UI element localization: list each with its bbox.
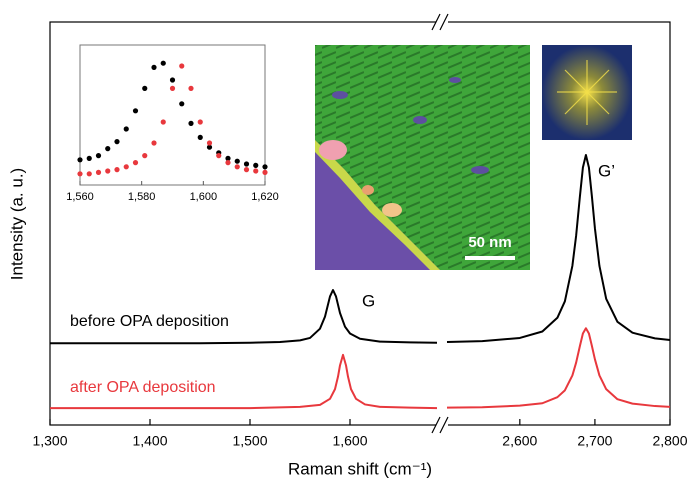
inset-point: [262, 169, 268, 175]
inset-point: [225, 155, 231, 161]
x-tick-label: 2,700: [577, 433, 612, 449]
inset-point: [234, 158, 240, 164]
inset-x-tick-label: 1,560: [66, 191, 94, 203]
inset-point: [86, 155, 92, 161]
inset-point: [188, 120, 194, 126]
inset-point: [86, 171, 92, 177]
spectrum-line: [50, 353, 438, 410]
inset-point: [123, 126, 129, 132]
inset-point: [105, 168, 111, 174]
inset-point: [151, 64, 157, 70]
inset-point: [142, 153, 148, 159]
plot-frame: [49, 21, 671, 426]
inset-point: [243, 167, 250, 173]
inset-x-tick-label: 1,580: [128, 191, 156, 203]
inset-point: [243, 161, 250, 167]
x-tick-label: 2,800: [652, 433, 687, 449]
spectrum-line: [446, 153, 671, 343]
inset-point: [197, 119, 203, 125]
inset-point: [105, 146, 111, 152]
series-label: before OPA deposition: [70, 313, 229, 330]
inset-point: [160, 60, 166, 66]
x-tick-label: 1,300: [32, 433, 67, 449]
inset-point: [206, 144, 213, 150]
break-gap: [436, 417, 448, 433]
inset-point: [95, 153, 102, 159]
spectrum-line: [50, 289, 438, 345]
spectrum-line: [446, 327, 671, 409]
x-tick-label: 1,500: [232, 433, 267, 449]
inset-point: [179, 101, 185, 107]
peak-label: G: [362, 291, 375, 310]
inset-point: [151, 140, 157, 146]
inset-point: [253, 162, 259, 168]
inset-point: [262, 164, 268, 170]
inset-x-tick-label: 1,600: [190, 191, 218, 203]
peak-label: G’: [598, 161, 615, 180]
inset-point: [234, 164, 240, 170]
y-axis-label: Intensity (a. u.): [7, 168, 26, 280]
x-tick-label: 2,600: [502, 433, 537, 449]
inset-point: [225, 160, 231, 166]
inset-point: [197, 134, 203, 140]
inset-point: [169, 77, 176, 83]
inset-point: [169, 85, 176, 91]
inset-point: [123, 164, 129, 170]
afm-image: 50 nm: [315, 45, 530, 270]
inset-point: [132, 160, 139, 166]
series-label: after OPA deposition: [70, 379, 216, 396]
inset-point: [206, 140, 213, 146]
inset-point: [95, 169, 102, 175]
inset-point: [160, 119, 166, 125]
inset-point: [77, 157, 83, 163]
fft-image: [542, 45, 632, 140]
inset-point: [77, 171, 83, 177]
inset-point: [132, 108, 139, 114]
inset-x-tick-label: 1,620: [251, 191, 279, 203]
inset-point: [114, 139, 120, 145]
inset-point: [253, 168, 259, 174]
x-axis-label: Raman shift (cm⁻¹): [288, 459, 432, 478]
inset-point: [142, 85, 148, 91]
inset-point: [179, 63, 185, 69]
inset-frame: [79, 44, 266, 186]
scale-bar-label: 50 nm: [468, 234, 511, 251]
x-tick-label: 1,600: [332, 433, 367, 449]
x-tick-label: 1,400: [132, 433, 167, 449]
axis-break: [431, 13, 449, 434]
inset-point: [216, 153, 222, 159]
inset-point: [188, 85, 194, 91]
inset-point: [114, 167, 120, 173]
